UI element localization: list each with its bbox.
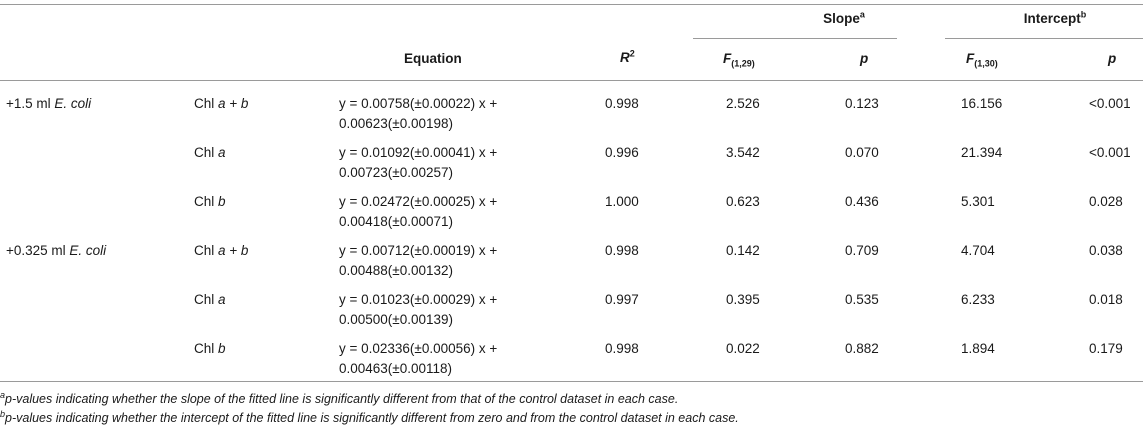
- chl-label: Chl a: [194, 145, 226, 160]
- footnote-b: bp-values indicating whether the interce…: [0, 408, 739, 425]
- table-top-rule: [0, 4, 1143, 5]
- r2-value: 0.998: [605, 243, 639, 258]
- p-intercept-value: 0.018: [1089, 292, 1123, 307]
- r2-value: 0.996: [605, 145, 639, 160]
- f-slope-value: 0.142: [726, 243, 760, 258]
- f-slope-value: 2.526: [726, 96, 760, 111]
- p-slope-value: 0.882: [845, 341, 879, 356]
- f-intercept-value: 6.233: [961, 292, 995, 307]
- r2-value: 1.000: [605, 194, 639, 209]
- equation: y = 0.02336(±0.00056) x +0.00463(±0.0011…: [339, 341, 498, 376]
- f-slope-value: 0.022: [726, 341, 760, 356]
- f-intercept-value: 4.704: [961, 243, 995, 258]
- chl-label: Chl b: [194, 341, 226, 356]
- chl-label: Chl a + b: [194, 243, 249, 258]
- r2-header: R2: [620, 48, 635, 65]
- r2-value: 0.998: [605, 96, 639, 111]
- chl-label: Chl a + b: [194, 96, 249, 111]
- p-slope-value: 0.535: [845, 292, 879, 307]
- r2-value: 0.998: [605, 341, 639, 356]
- header-bottom-rule: [0, 80, 1143, 81]
- group-label: +0.325 ml E. coli: [6, 243, 107, 258]
- p-slope-value: 0.436: [845, 194, 879, 209]
- equation-header: Equation: [404, 51, 462, 66]
- slope-group-rule: [693, 38, 897, 39]
- equation: y = 0.00712(±0.00019) x +0.00488(±0.0013…: [339, 243, 498, 278]
- f-intercept-value: 16.156: [961, 96, 1003, 111]
- p-slope-value: 0.070: [845, 145, 879, 160]
- chl-label: Chl b: [194, 194, 226, 209]
- table-bottom-rule: [0, 381, 1143, 382]
- intercept-group-header: Interceptb: [1023, 9, 1087, 26]
- f-slope-value: 0.395: [726, 292, 760, 307]
- f-slope-value: 0.623: [726, 194, 760, 209]
- f-slope-value: 3.542: [726, 145, 760, 160]
- f-intercept-header: F(1,30): [966, 51, 998, 69]
- chl-label: Chl a: [194, 292, 226, 307]
- f-slope-header: F(1,29): [723, 51, 755, 69]
- f-intercept-value: 1.894: [961, 341, 995, 356]
- p-intercept-value: 0.038: [1089, 243, 1123, 258]
- f-intercept-value: 5.301: [961, 194, 995, 209]
- p-intercept-value: <0.001: [1089, 145, 1131, 160]
- f-intercept-value: 21.394: [961, 145, 1003, 160]
- p-intercept-value: 0.179: [1089, 341, 1123, 356]
- intercept-group-rule: [945, 38, 1143, 39]
- p-slope-value: 0.123: [845, 96, 879, 111]
- group-label: +1.5 ml E. coli: [6, 96, 92, 111]
- p-intercept-value: 0.028: [1089, 194, 1123, 209]
- equation: y = 0.01092(±0.00041) x +0.00723(±0.0025…: [339, 145, 498, 180]
- equation: y = 0.01023(±0.00029) x +0.00500(±0.0013…: [339, 292, 498, 327]
- footnote-a: ap-values indicating whether the slope o…: [0, 389, 679, 406]
- p-slope-value: 0.709: [845, 243, 879, 258]
- equation: y = 0.00758(±0.00022) x +0.00623(±0.0019…: [339, 96, 498, 131]
- slope-group-header: Slopea: [823, 9, 865, 26]
- p-intercept-value: <0.001: [1089, 96, 1131, 111]
- r2-value: 0.997: [605, 292, 639, 307]
- p-slope-header: p: [860, 51, 869, 66]
- p-intercept-header: p: [1108, 51, 1117, 66]
- equation: y = 0.02472(±0.00025) x +0.00418(±0.0007…: [339, 194, 498, 229]
